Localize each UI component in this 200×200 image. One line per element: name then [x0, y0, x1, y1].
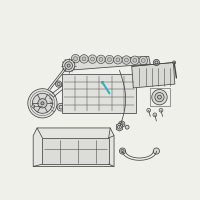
Circle shape [141, 59, 145, 62]
Circle shape [105, 55, 114, 64]
Circle shape [88, 55, 97, 63]
Circle shape [152, 89, 167, 105]
Circle shape [133, 58, 137, 62]
Circle shape [153, 59, 159, 66]
Circle shape [91, 57, 94, 61]
Circle shape [119, 148, 126, 154]
Circle shape [80, 55, 88, 63]
Polygon shape [33, 128, 114, 166]
Circle shape [116, 58, 120, 62]
Polygon shape [42, 138, 109, 164]
Circle shape [108, 58, 111, 61]
Circle shape [57, 103, 65, 111]
Circle shape [119, 121, 125, 127]
Circle shape [82, 57, 86, 61]
Circle shape [74, 57, 77, 61]
Circle shape [139, 56, 148, 65]
Circle shape [99, 57, 103, 61]
Circle shape [153, 148, 159, 154]
Circle shape [41, 102, 44, 105]
Circle shape [62, 59, 75, 72]
Polygon shape [132, 62, 175, 88]
Circle shape [59, 105, 63, 109]
Circle shape [125, 125, 129, 129]
Circle shape [32, 93, 52, 113]
Circle shape [155, 61, 158, 64]
Circle shape [158, 95, 161, 99]
Circle shape [114, 56, 122, 64]
Circle shape [121, 150, 124, 153]
Polygon shape [68, 56, 150, 70]
Circle shape [159, 108, 163, 112]
Polygon shape [62, 74, 136, 113]
Circle shape [122, 56, 131, 64]
Circle shape [32, 105, 35, 108]
Circle shape [67, 64, 70, 67]
Polygon shape [116, 123, 123, 131]
Circle shape [155, 93, 164, 102]
Circle shape [57, 83, 60, 86]
Circle shape [38, 99, 47, 108]
Circle shape [97, 55, 105, 64]
Circle shape [65, 62, 72, 69]
Circle shape [131, 56, 139, 65]
Circle shape [153, 113, 157, 117]
Circle shape [173, 61, 176, 64]
Circle shape [101, 81, 104, 84]
Circle shape [147, 108, 151, 112]
Circle shape [56, 81, 62, 87]
Circle shape [71, 54, 80, 63]
Circle shape [28, 89, 57, 118]
Circle shape [124, 58, 128, 62]
